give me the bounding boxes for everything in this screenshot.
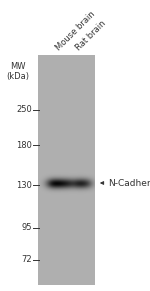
Text: N-Cadherin: N-Cadherin — [108, 178, 150, 187]
Text: 95: 95 — [21, 223, 32, 233]
Text: Rat brain: Rat brain — [74, 18, 107, 52]
Text: 180: 180 — [16, 141, 32, 150]
Text: 250: 250 — [16, 106, 32, 114]
Text: 130: 130 — [16, 180, 32, 189]
Text: MW
(kDa): MW (kDa) — [6, 62, 30, 81]
Text: 72: 72 — [21, 255, 32, 265]
Text: Mouse brain: Mouse brain — [54, 9, 97, 52]
